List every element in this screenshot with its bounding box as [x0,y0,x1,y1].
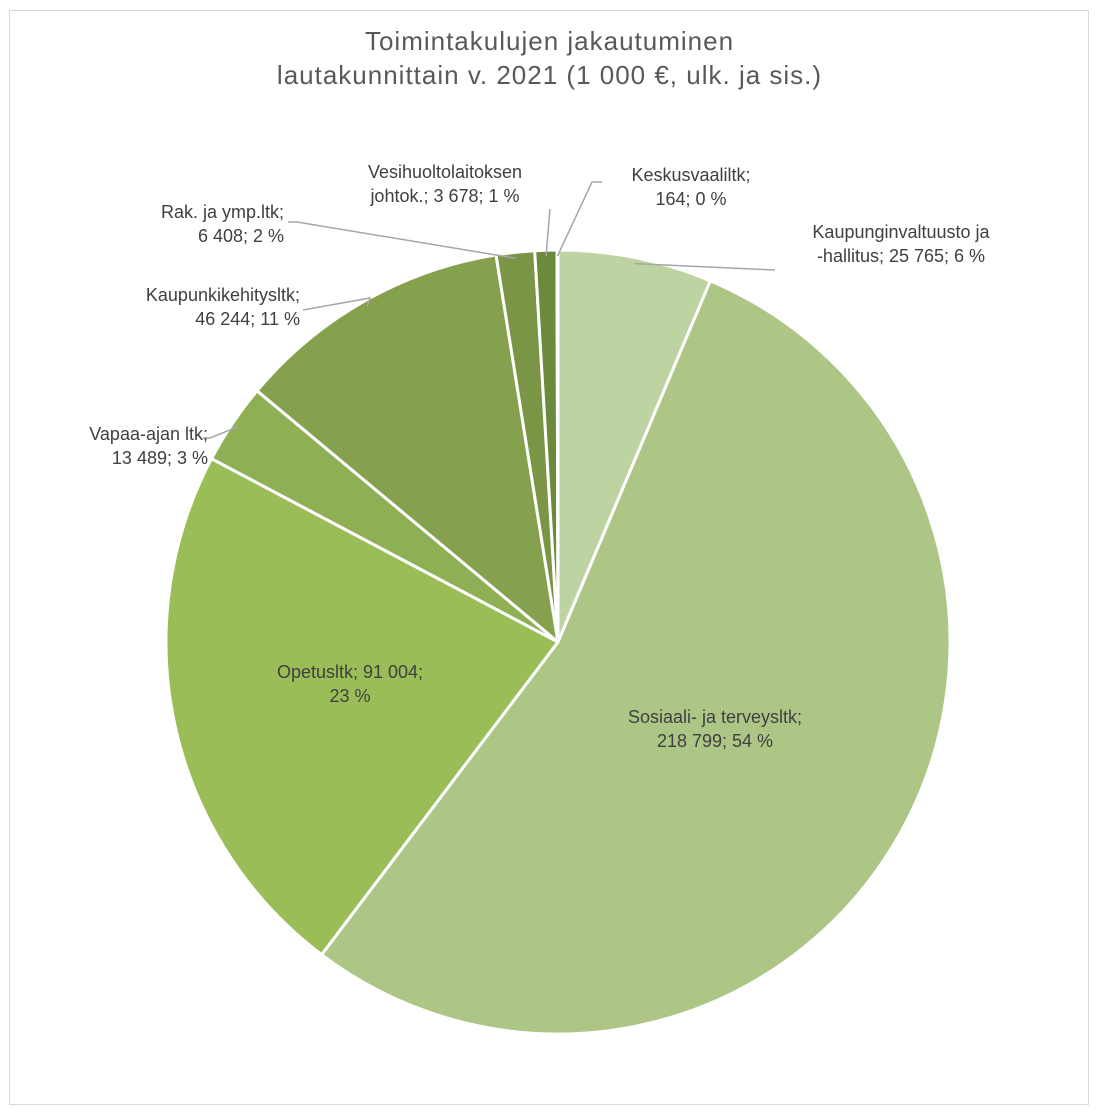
data-label-opetus: Opetusltk; 91 004; 23 % [240,660,460,708]
pie-slice-keskusvaali [555,248,560,644]
data-label-keskusvaali: Keskusvaaliltk; 164; 0 % [586,163,796,211]
data-label-kaupunginvaltuusto-line-2: -hallitus; 25 765; 6 % [816,246,986,266]
data-label-kaupunkikehitys: Kaupunkikehitysltk; 46 244; 11 % [60,283,300,331]
chart-title-line-2: lautakunnittain v. 2021 (1 000 €, ulk. j… [276,60,823,90]
leader-line-rakennus-ymparisto [288,221,517,260]
chart-title-line-1: Toimintakulujen jakautuminen [364,26,735,56]
data-label-kaupunginvaltuusto-line-1: Kaupunginvaltuusto ja [812,222,990,242]
pie-slice-opetus [164,457,560,957]
pie-slice-sosiaali-terveys [320,279,952,1036]
data-label-rakennus-ymparisto: Rak. ja ymp.ltk; 6 408; 2 % [70,200,284,248]
data-label-kaupunkikehitys-line-2: 46 244; 11 % [195,309,300,329]
data-label-keskusvaali-line-2: 164; 0 % [655,189,727,209]
pie-slice-kaupunkikehitys [255,253,560,644]
data-label-kaupunkikehitys-line-1: Kaupunkikehitysltk; [145,285,300,305]
data-label-vesihuolto-line-2: johtok.; 3 678; 1 % [370,186,520,206]
leader-line-keskusvaali [556,181,602,257]
data-label-keskusvaali-line-1: Keskusvaaliltk; [631,165,751,185]
pie-slices [164,248,952,1036]
data-label-sosiaali-terveys: Sosiaali- ja terveysltk; 218 799; 54 % [570,705,860,753]
leader-line-vapaa-aika [203,426,238,439]
data-label-sosiaali-terveys-line-1: Sosiaali- ja terveysltk; [627,707,803,727]
data-label-rakennus-ymparisto-line-1: Rak. ja ymp.ltk; [160,202,284,222]
data-label-vesihuolto: Vesihuoltolaitoksen johtok.; 3 678; 1 % [300,160,590,208]
data-label-kaupunginvaltuusto: Kaupunginvaltuusto ja -hallitus; 25 765;… [776,220,1026,268]
data-label-vapaa-aika-line-2: 13 489; 3 % [111,448,208,468]
leader-lines [203,181,776,439]
leader-line-kaupunkikehitys [302,297,372,311]
pie-slice-kaupunginvaltuusto [556,248,712,644]
data-label-vapaa-aika: Vapaa-ajan ltk; 13 489; 3 % [20,422,208,470]
leader-line-kaupunginvaltuusto [634,262,776,271]
chart-title: Toimintakulujen jakautuminen lautakunnit… [0,24,1099,92]
data-label-opetus-line-2: 23 % [329,686,371,706]
data-label-rakennus-ymparisto-line-2: 6 408; 2 % [197,226,284,246]
data-label-opetus-line-1: Opetusltk; 91 004; [276,662,424,682]
data-label-vesihuolto-line-1: Vesihuoltolaitoksen [367,162,523,182]
data-label-sosiaali-terveys-line-2: 218 799; 54 % [656,731,774,751]
leader-line-vesihuolto [545,208,551,257]
data-label-vapaa-aika-line-1: Vapaa-ajan ltk; [89,424,208,444]
